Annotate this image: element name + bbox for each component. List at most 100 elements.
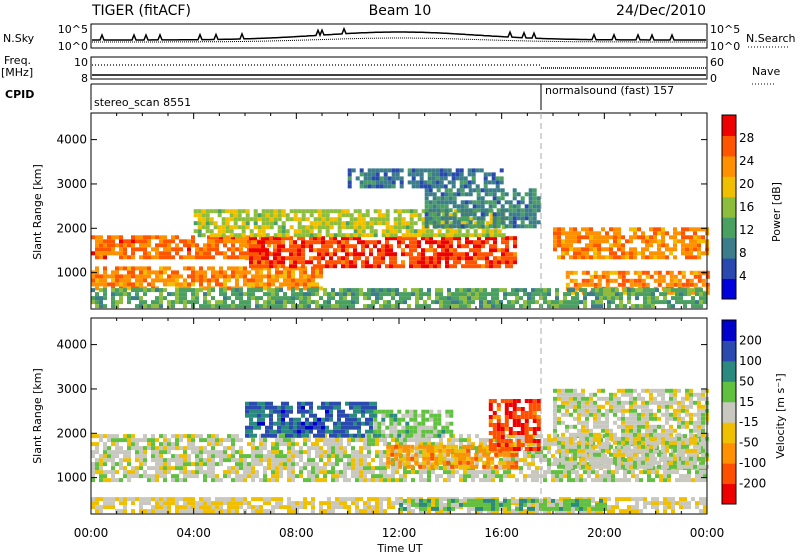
heatmap-cell — [307, 292, 311, 297]
heatmap-cell — [279, 470, 283, 475]
heatmap-cell — [399, 296, 403, 301]
heatmap-cell — [405, 425, 410, 430]
heatmap-cell — [301, 209, 306, 214]
heatmap-cell — [99, 434, 103, 439]
heatmap-cell — [609, 460, 613, 465]
heatmap-cell — [675, 296, 679, 301]
nsearch-top-label: 10^5 — [710, 23, 740, 36]
heatmap-cell — [512, 220, 517, 225]
heatmap-cell — [367, 442, 371, 447]
heatmap-cell — [225, 229, 230, 234]
heatmap-cell — [597, 464, 601, 469]
colorbar-tick-label: 4 — [739, 269, 747, 283]
heatmap-cell — [163, 255, 167, 260]
heatmap-cell — [271, 458, 275, 463]
heatmap-cell — [325, 405, 329, 410]
heatmap-cell — [442, 456, 447, 461]
heatmap-cell — [473, 252, 477, 257]
heatmap-cell — [543, 442, 547, 447]
heatmap-cell — [131, 288, 135, 293]
heatmap-cell — [319, 446, 323, 451]
heatmap-cell — [505, 240, 509, 245]
heatmap-cell — [359, 462, 363, 467]
heatmap-cell — [593, 255, 597, 260]
heatmap-cell — [573, 444, 577, 449]
heatmap-cell — [617, 464, 621, 469]
heatmap-cell — [385, 240, 389, 245]
heatmap-cell — [531, 454, 535, 459]
heatmap-cell — [565, 396, 569, 401]
heatmap-cell — [277, 421, 281, 426]
heatmap-cell — [492, 431, 497, 435]
heatmap-cell — [297, 225, 302, 230]
heatmap-cell — [395, 300, 399, 305]
heatmap-cell — [347, 292, 351, 297]
heatmap-cell — [458, 452, 463, 457]
heatmap-cell — [401, 225, 406, 230]
heatmap-cell — [683, 474, 687, 479]
heatmap-cell — [675, 470, 679, 475]
heatmap-cell — [281, 264, 285, 269]
heatmap-cell — [135, 274, 139, 279]
heatmap-cell — [449, 256, 453, 261]
heatmap-cell — [203, 438, 207, 443]
heatmap-cell — [413, 248, 417, 253]
heatmap-cell — [115, 270, 119, 275]
heatmap-cell — [450, 448, 455, 453]
heatmap-cell — [601, 420, 605, 425]
heatmap-cell — [573, 456, 577, 461]
heatmap-cell — [633, 270, 638, 275]
heatmap-cell — [107, 438, 111, 443]
heatmap-cell — [513, 260, 517, 265]
heatmap-cell — [532, 407, 537, 411]
heatmap-cell — [381, 260, 385, 265]
heatmap-cell — [651, 296, 655, 301]
cpid-segment-1: stereo_scan 8551 — [94, 96, 191, 109]
heatmap-cell — [259, 270, 263, 275]
heatmap-cell — [427, 184, 432, 189]
heatmap-cell — [273, 244, 277, 249]
heatmap-cell — [321, 256, 325, 261]
heatmap-cell — [414, 452, 419, 457]
heatmap-cell — [337, 405, 341, 410]
heatmap-cell — [379, 466, 383, 471]
heatmap-cell — [215, 247, 219, 252]
heatmap-cell — [341, 413, 345, 418]
heatmap-cell — [191, 255, 195, 260]
heatmap-cell — [155, 462, 159, 467]
heatmap-cell — [476, 204, 481, 209]
heatmap-cell — [504, 208, 509, 213]
heatmap-cell — [235, 235, 239, 240]
heatmap-cell — [532, 415, 537, 419]
heatmap-cell — [287, 470, 291, 475]
heatmap-cell — [245, 256, 249, 261]
heatmap-cell — [279, 296, 283, 301]
heatmap-cell — [448, 224, 453, 229]
heatmap-cell — [275, 478, 279, 483]
heatmap-cell — [621, 432, 625, 437]
heatmap-cell — [337, 256, 341, 261]
heatmap-cell — [357, 221, 362, 226]
heatmap-cell — [463, 176, 468, 181]
heatmap-cell — [472, 224, 477, 229]
heatmap-cell — [211, 458, 215, 463]
heatmap-cell — [353, 433, 357, 438]
heatmap-cell — [231, 478, 235, 483]
heatmap-cell — [107, 239, 111, 244]
heatmap-cell — [197, 229, 202, 234]
heatmap-cell — [419, 288, 423, 293]
heatmap-cell — [599, 304, 603, 309]
heatmap-cell — [657, 282, 662, 287]
heatmap-cell — [347, 304, 351, 309]
heatmap-cell — [496, 200, 501, 205]
heatmap-cell — [175, 438, 179, 443]
heatmap-cell — [504, 419, 509, 423]
heatmap-cell — [285, 233, 290, 238]
heatmap-cell — [565, 404, 569, 409]
heatmap-cell — [321, 240, 325, 245]
heatmap-cell — [671, 288, 675, 293]
heatmap-cell — [291, 466, 295, 471]
heatmap-cell — [353, 229, 358, 234]
heatmap-cell — [305, 233, 310, 238]
heatmap-cell — [579, 300, 583, 305]
